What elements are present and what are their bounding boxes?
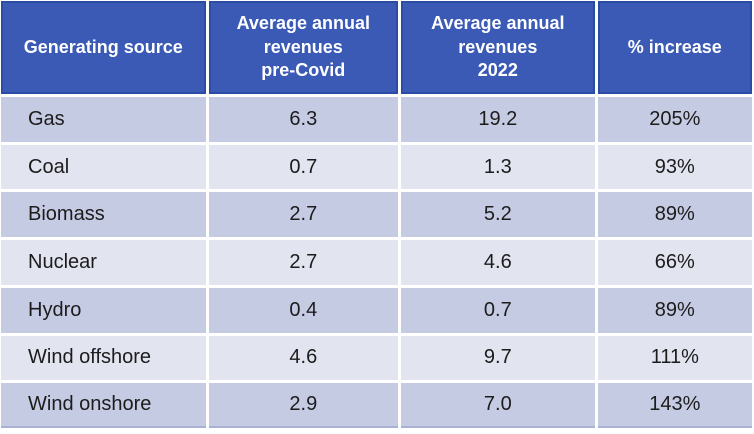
column-header-label-line: 2022	[477, 60, 518, 81]
cell-pre-covid: 2.7	[208, 240, 399, 285]
cell-pre-covid: 2.7	[208, 192, 399, 238]
cell-pre-covid: 0.7	[208, 144, 399, 190]
cell-source: Nuclear	[1, 240, 206, 285]
cell-increase: 111%	[597, 335, 752, 381]
column-header-label-line: revenues	[263, 36, 343, 57]
cell-2022: 5.2	[401, 192, 595, 238]
cell-2022: 7.0	[401, 383, 595, 428]
cell-increase: 93%	[597, 144, 752, 190]
cell-2022: 0.7	[401, 287, 595, 333]
cell-source: Hydro	[1, 287, 206, 333]
column-header-generating-source: Generating source	[1, 1, 206, 94]
column-header-label-line: Average annual	[431, 12, 565, 33]
cell-pre-covid: 6.3	[208, 97, 399, 142]
cell-increase: 66%	[597, 240, 752, 285]
cell-2022: 1.3	[401, 144, 595, 190]
cell-pre-covid: 2.9	[208, 383, 399, 428]
column-header-label-line: revenues	[458, 36, 538, 57]
column-header-label: Generating source	[23, 36, 183, 57]
cell-source: Coal	[1, 144, 206, 190]
column-header-revenues-2022: Average annual revenues 2022	[401, 1, 595, 94]
cell-source: Gas	[1, 97, 206, 142]
cell-increase: 89%	[597, 287, 752, 333]
cell-increase: 143%	[597, 383, 752, 428]
column-header-label-line: pre-Covid	[261, 60, 346, 81]
cell-source: Wind onshore	[1, 383, 206, 428]
cell-2022: 19.2	[401, 97, 595, 142]
column-header-label: % increase	[627, 36, 722, 57]
column-header-revenues-pre-covid: Average annual revenues pre-Covid	[208, 1, 399, 94]
column-header-label-line: Average annual	[236, 12, 370, 33]
column-header-percent-increase: % increase	[597, 1, 752, 94]
cell-source: Wind offshore	[1, 335, 206, 381]
revenues-table: Generating source Average annual revenue…	[1, 1, 752, 428]
cell-increase: 89%	[597, 192, 752, 238]
cell-pre-covid: 4.6	[208, 335, 399, 381]
cell-2022: 9.7	[401, 335, 595, 381]
cell-source: Biomass	[1, 192, 206, 238]
cell-2022: 4.6	[401, 240, 595, 285]
cell-pre-covid: 0.4	[208, 287, 399, 333]
cell-increase: 205%	[597, 97, 752, 142]
